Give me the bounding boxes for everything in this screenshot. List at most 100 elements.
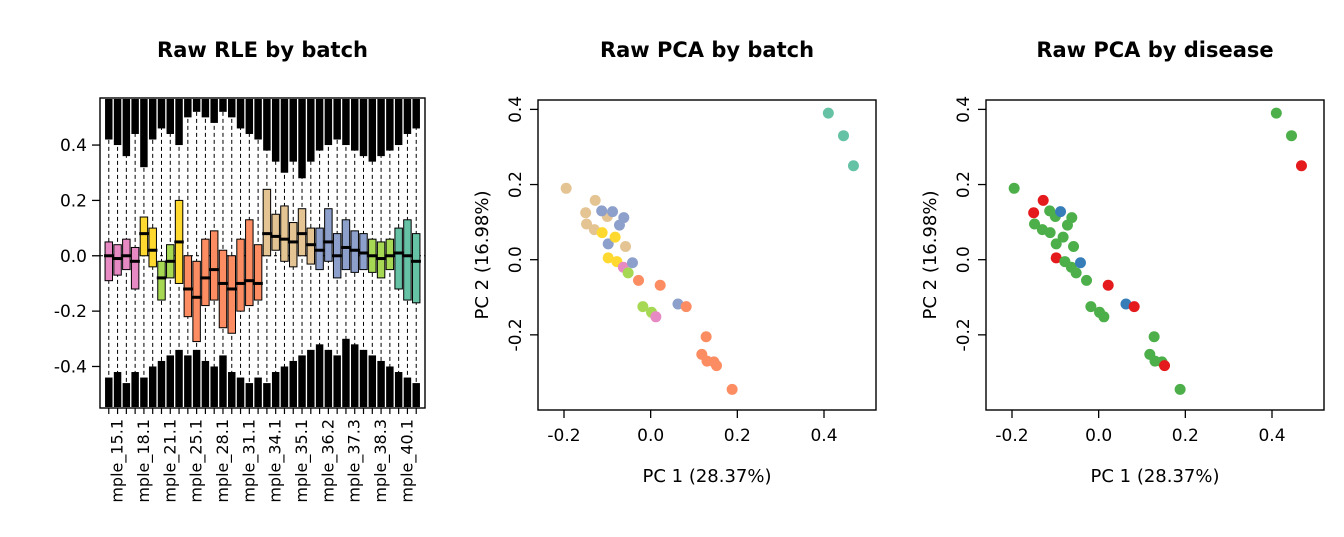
- outlier-cluster-bottom: [386, 366, 394, 407]
- data-point: [1028, 207, 1040, 219]
- data-point: [680, 301, 692, 313]
- outlier-cluster-top: [184, 99, 192, 118]
- x-axis-sample-label: mple_31.1: [239, 419, 259, 503]
- data-point: [596, 205, 608, 217]
- outlier-cluster-bottom: [122, 383, 131, 407]
- x-axis-tick-label: -0.2: [547, 426, 580, 446]
- box: [104, 241, 114, 282]
- data-point: [1074, 257, 1086, 269]
- outlier-cluster-bottom: [201, 360, 210, 407]
- box: [201, 238, 210, 307]
- outlier-cluster-bottom: [228, 372, 236, 407]
- outlier-cluster-bottom: [140, 377, 148, 407]
- outlier-cluster-bottom: [245, 383, 254, 407]
- data-point: [560, 182, 572, 194]
- box: [183, 255, 193, 318]
- data-point: [838, 130, 849, 142]
- data-point: [1066, 212, 1078, 224]
- plot-frame: [537, 99, 877, 411]
- outlier-cluster-bottom: [359, 349, 368, 407]
- y-axis-tick-label: -0.4: [54, 357, 87, 377]
- data-point: [618, 212, 630, 224]
- outlier-cluster-top: [157, 99, 166, 129]
- box: [394, 227, 403, 290]
- y-axis-tick-label: -0.2: [506, 318, 526, 351]
- x-axis-sample-label: mple_37.3: [345, 419, 365, 503]
- data-point: [822, 107, 834, 119]
- outlier-cluster-bottom: [175, 349, 183, 407]
- outlier-cluster-bottom: [236, 377, 245, 407]
- data-point: [1098, 311, 1110, 323]
- data-point: [580, 207, 592, 219]
- box: [139, 216, 149, 257]
- outlier-cluster-bottom: [377, 360, 385, 407]
- data-point: [1008, 182, 1020, 194]
- outlier-cluster-top: [131, 99, 139, 134]
- outlier-cluster-top: [412, 99, 420, 129]
- outlier-cluster-top: [148, 99, 157, 140]
- outlier-cluster-top: [386, 99, 394, 151]
- data-point: [654, 279, 666, 291]
- data-point: [607, 206, 619, 218]
- outlier-cluster-top: [289, 99, 297, 162]
- pca-batch-scatter-svg: -0.2 0.0 0.2 0.4 -0.2 0.0 0.2 0.4 PC 1 (28.37%) P…: [472, 96, 877, 487]
- box: [262, 188, 272, 257]
- chart-title-rle: Raw RLE by batch: [157, 38, 368, 62]
- outlier-cluster-bottom: [113, 372, 122, 407]
- data-point: [1044, 227, 1056, 239]
- data-point: [1102, 279, 1114, 291]
- outlier-cluster-top: [350, 99, 359, 151]
- box: [130, 246, 140, 290]
- y-axis-tick-label: -0.2: [54, 302, 87, 322]
- outlier-cluster-bottom: [289, 360, 297, 407]
- data-point: [1148, 331, 1160, 343]
- outlier-cluster-top: [228, 99, 236, 118]
- data-point: [1070, 267, 1082, 279]
- x-axis-tick-label: 0.4: [810, 426, 837, 446]
- data-point: [1037, 194, 1049, 206]
- outlier-cluster-bottom: [280, 366, 289, 407]
- outlier-cluster-top: [175, 99, 183, 146]
- plot-frame: [99, 97, 426, 409]
- outlier-cluster-bottom: [131, 372, 139, 407]
- outlier-cluster-top: [263, 99, 271, 151]
- x-axis-sample-label: mple_34.1: [266, 419, 286, 503]
- y-axis-tick-label: 0.4: [506, 96, 526, 123]
- box: [192, 260, 201, 343]
- chart-pca-by-batch: Raw PCA by batch -0.2 0.0 0.2 0.4 -0.2 0.0 0.2…: [448, 0, 896, 537]
- box: [341, 219, 351, 271]
- outlier-cluster-bottom: [403, 377, 412, 407]
- data-point: [1286, 130, 1297, 142]
- data-point: [1159, 360, 1171, 372]
- outlier-cluster-top: [122, 99, 131, 157]
- outlier-cluster-bottom: [342, 338, 350, 407]
- x-axis-title: PC 1 (28.37%): [1091, 466, 1220, 487]
- x-axis-sample-label: mple_18.1: [134, 419, 154, 503]
- data-point: [602, 238, 614, 250]
- y-axis-tick-label: 0.4: [954, 96, 974, 123]
- box: [411, 233, 421, 304]
- y-axis-tick-label: 0.0: [954, 246, 974, 273]
- outlier-cluster-bottom: [394, 372, 403, 407]
- data-point: [622, 267, 634, 279]
- y-axis-tick-label: 0.0: [60, 247, 87, 267]
- outlier-cluster-bottom: [148, 366, 157, 407]
- outlier-cluster-top: [140, 99, 148, 168]
- outlier-cluster-top: [298, 99, 306, 179]
- x-axis-tick-label: 0.0: [1085, 426, 1112, 446]
- outlier-cluster-bottom: [333, 355, 341, 407]
- chart-rle-by-batch: Raw RLE by batch -0.4 -0.2 0.0 0.2 0.4 mple_1…: [0, 0, 448, 537]
- data-point: [1270, 107, 1282, 119]
- data-point: [596, 227, 608, 239]
- outlier-cluster-top: [166, 99, 175, 134]
- x-axis-title: PC 1 (28.37%): [643, 466, 772, 487]
- y-axis-tick-label: 0.2: [60, 191, 87, 211]
- x-axis-sample-label: mple_40.1: [397, 419, 417, 503]
- outlier-cluster-bottom: [184, 355, 192, 407]
- outlier-cluster-top: [368, 99, 377, 162]
- x-axis-tick-label: 0.2: [1172, 426, 1199, 446]
- outlier-cluster-bottom: [219, 355, 227, 407]
- x-axis-sample-label: mple_25.1: [187, 419, 207, 503]
- outlier-cluster-top: [236, 99, 245, 129]
